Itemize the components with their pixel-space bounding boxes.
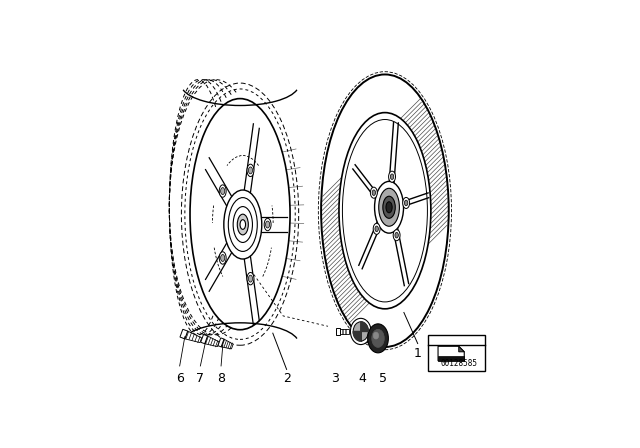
Polygon shape (218, 338, 224, 347)
Text: 3: 3 (331, 371, 339, 384)
Ellipse shape (351, 319, 371, 345)
Ellipse shape (266, 221, 269, 228)
Ellipse shape (190, 99, 290, 330)
Ellipse shape (404, 200, 408, 206)
Ellipse shape (264, 218, 271, 231)
Ellipse shape (353, 322, 369, 341)
Polygon shape (438, 346, 464, 361)
Polygon shape (205, 336, 219, 347)
Ellipse shape (395, 233, 398, 238)
Ellipse shape (373, 223, 380, 234)
Ellipse shape (233, 207, 252, 242)
Ellipse shape (339, 112, 431, 309)
Ellipse shape (372, 190, 376, 195)
Ellipse shape (375, 226, 378, 232)
Ellipse shape (367, 324, 388, 353)
Ellipse shape (221, 254, 225, 262)
Ellipse shape (390, 174, 394, 180)
Polygon shape (180, 329, 188, 339)
Ellipse shape (220, 252, 226, 264)
Bar (438, 356, 464, 361)
Ellipse shape (373, 332, 379, 339)
Ellipse shape (220, 185, 226, 197)
Ellipse shape (240, 220, 246, 229)
Ellipse shape (371, 187, 377, 198)
Polygon shape (459, 346, 464, 352)
Ellipse shape (388, 171, 396, 182)
Ellipse shape (247, 272, 254, 285)
Ellipse shape (248, 275, 253, 282)
Bar (428, 335, 485, 371)
Polygon shape (201, 335, 207, 344)
Polygon shape (361, 322, 369, 332)
Ellipse shape (379, 188, 399, 226)
Bar (335, 328, 340, 335)
Ellipse shape (393, 230, 400, 241)
Text: 6: 6 (176, 371, 184, 384)
Ellipse shape (403, 198, 410, 208)
Ellipse shape (224, 190, 262, 259)
Polygon shape (353, 332, 361, 341)
Ellipse shape (374, 181, 404, 233)
Ellipse shape (221, 188, 225, 194)
Polygon shape (221, 339, 233, 349)
Text: 5: 5 (379, 371, 387, 384)
Text: 4: 4 (358, 371, 367, 384)
Polygon shape (185, 331, 202, 343)
Bar (340, 329, 349, 334)
Ellipse shape (247, 164, 254, 177)
Ellipse shape (383, 196, 396, 218)
Text: 1: 1 (413, 347, 422, 360)
Ellipse shape (237, 214, 248, 235)
Text: 2: 2 (283, 371, 291, 384)
Text: 00128585: 00128585 (440, 359, 477, 368)
Text: 7: 7 (196, 371, 204, 384)
Ellipse shape (248, 167, 253, 174)
Text: 8: 8 (217, 371, 225, 384)
Ellipse shape (372, 329, 384, 347)
Ellipse shape (386, 202, 392, 213)
